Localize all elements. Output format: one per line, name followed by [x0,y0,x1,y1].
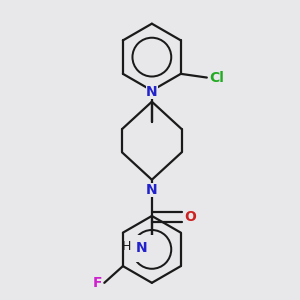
Text: N: N [146,182,158,197]
Text: Cl: Cl [210,70,224,85]
Text: F: F [93,276,103,290]
Text: N: N [146,85,158,99]
Text: N: N [136,242,147,256]
Text: O: O [184,210,196,224]
Text: H: H [122,240,131,253]
